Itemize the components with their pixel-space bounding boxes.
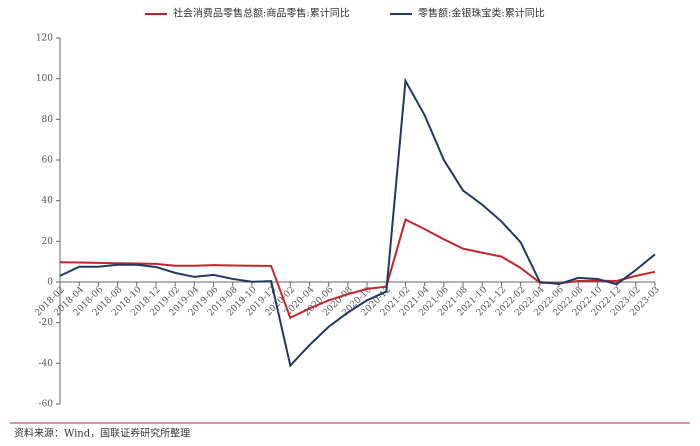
y-tick-label: -60 [39,400,54,410]
legend-label: 零售额:金银珠宝类:累计同比 [418,7,545,20]
y-tick-label: 60 [42,156,54,166]
y-tick-label: 120 [36,34,53,44]
y-tick-label: 80 [42,115,54,125]
series-line [59,77,656,368]
y-tick-label: 100 [36,74,53,84]
legend-label: 社会消费品零售总额:商品零售:累计同比 [173,7,350,20]
y-tick-label: 40 [42,196,54,206]
y-tick-label: 20 [42,237,54,247]
y-tick-label: -20 [39,318,54,328]
source-note: 资料来源：Wind，国联证券研究所整理 [14,427,190,440]
y-tick-label: 0 [47,278,53,288]
y-tick-label: -40 [39,359,54,369]
